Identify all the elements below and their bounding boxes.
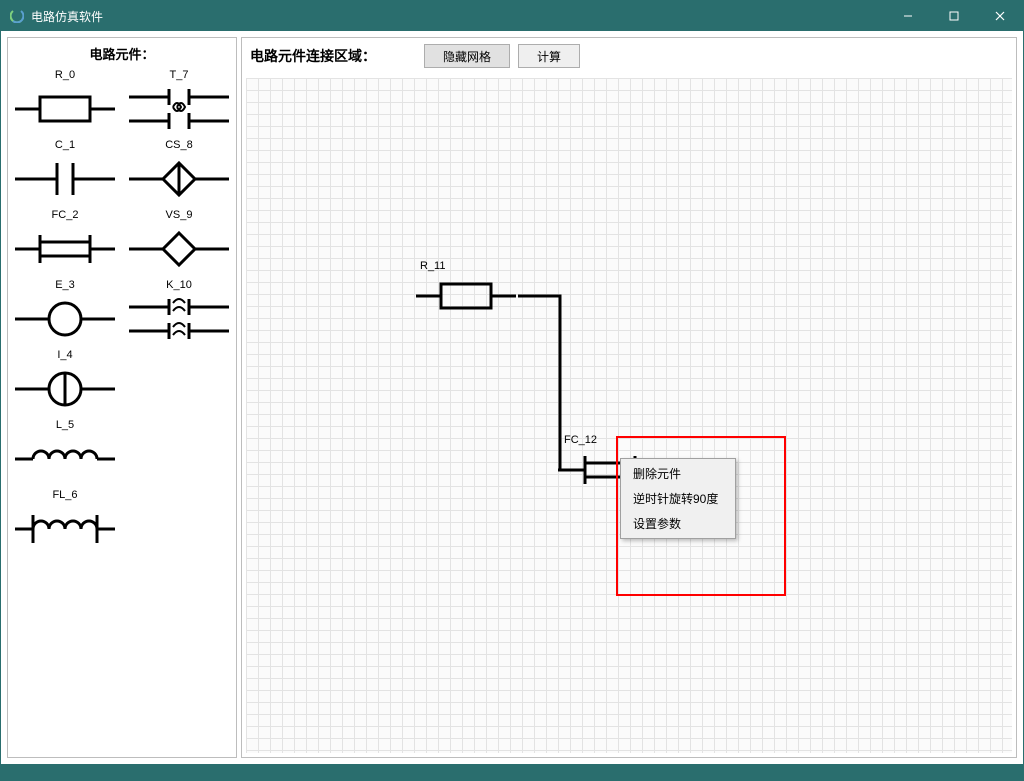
app-icon bbox=[9, 8, 25, 24]
component-icon bbox=[13, 223, 117, 275]
close-button[interactable] bbox=[977, 1, 1023, 31]
palette-item-R_0[interactable]: R_0 bbox=[10, 69, 120, 135]
component-icon bbox=[127, 153, 231, 205]
palette-item-label: I_4 bbox=[10, 349, 120, 361]
palette-item-K_10[interactable]: K_10 bbox=[124, 279, 234, 345]
palette-item-label: C_1 bbox=[10, 139, 120, 151]
placed-component-R_11[interactable]: R_11 bbox=[414, 276, 518, 316]
component-icon bbox=[13, 503, 117, 555]
palette-item-label: L_5 bbox=[10, 419, 120, 431]
placed-component-label: FC_12 bbox=[564, 434, 597, 446]
minimize-button[interactable] bbox=[885, 1, 931, 31]
context-menu-item[interactable]: 删除元件 bbox=[623, 461, 733, 486]
placed-component-label: R_11 bbox=[420, 260, 445, 272]
component-icon bbox=[13, 433, 117, 485]
palette-item-label: K_10 bbox=[124, 279, 234, 291]
palette-item-L_5[interactable]: L_5 bbox=[10, 419, 120, 485]
maximize-button[interactable] bbox=[931, 1, 977, 31]
context-menu: 删除元件逆时针旋转90度设置参数 bbox=[620, 458, 736, 539]
titlebar: 电路仿真软件 bbox=[1, 1, 1023, 31]
palette-item-label: FL_6 bbox=[10, 489, 120, 501]
component-palette: 电路元件： R_0 T_7 C_1 CS_8 FC_2 VS_9 E_3 K_10 I_4 L… bbox=[7, 37, 237, 758]
client-area: 电路元件： R_0 T_7 C_1 CS_8 FC_2 VS_9 E_3 K_10 I_4 L… bbox=[1, 31, 1023, 764]
component-icon bbox=[13, 293, 117, 345]
palette-item-CS_8[interactable]: CS_8 bbox=[124, 139, 234, 205]
calculate-button[interactable]: 计算 bbox=[518, 44, 580, 68]
components-layer: R_11 FC_12 bbox=[246, 78, 1012, 753]
palette-item-label: T_7 bbox=[124, 69, 234, 81]
palette-item-label: CS_8 bbox=[124, 139, 234, 151]
component-icon bbox=[127, 83, 231, 135]
palette-item-label: E_3 bbox=[10, 279, 120, 291]
hide-grid-button[interactable]: 隐藏网格 bbox=[424, 44, 510, 68]
canvas-title: 电路元件连接区域： bbox=[250, 46, 376, 66]
component-icon bbox=[13, 363, 117, 415]
palette-item-label: VS_9 bbox=[124, 209, 234, 221]
component-icon bbox=[127, 293, 231, 345]
component-icon bbox=[13, 83, 117, 135]
palette-item-FC_2[interactable]: FC_2 bbox=[10, 209, 120, 275]
palette-item-FL_6[interactable]: FL_6 bbox=[10, 489, 120, 555]
component-icon bbox=[13, 153, 117, 205]
context-menu-item[interactable]: 逆时针旋转90度 bbox=[623, 486, 733, 511]
app-window: 电路仿真软件 电路元件： R_0 T_7 C_1 CS_8 FC_2 VS_9 E_3 K_… bbox=[0, 0, 1024, 781]
palette-item-label: FC_2 bbox=[10, 209, 120, 221]
palette-item-label: R_0 bbox=[10, 69, 120, 81]
palette-item-E_3[interactable]: E_3 bbox=[10, 279, 120, 345]
palette-title: 电路元件： bbox=[10, 42, 234, 69]
canvas-panel: 电路元件连接区域： 隐藏网格 计算 R_11 FC_12 删除元件逆时针旋转90度… bbox=[241, 37, 1017, 758]
component-icon bbox=[127, 223, 231, 275]
canvas-header: 电路元件连接区域： 隐藏网格 计算 bbox=[242, 38, 1016, 74]
context-menu-item[interactable]: 设置参数 bbox=[623, 511, 733, 536]
palette-item-VS_9[interactable]: VS_9 bbox=[124, 209, 234, 275]
statusbar bbox=[1, 764, 1023, 780]
palette-item-T_7[interactable]: T_7 bbox=[124, 69, 234, 135]
canvas-viewport[interactable]: R_11 FC_12 删除元件逆时针旋转90度设置参数 bbox=[246, 78, 1012, 753]
window-title: 电路仿真软件 bbox=[31, 8, 103, 25]
palette-item-I_4[interactable]: I_4 bbox=[10, 349, 120, 415]
palette-item-C_1[interactable]: C_1 bbox=[10, 139, 120, 205]
